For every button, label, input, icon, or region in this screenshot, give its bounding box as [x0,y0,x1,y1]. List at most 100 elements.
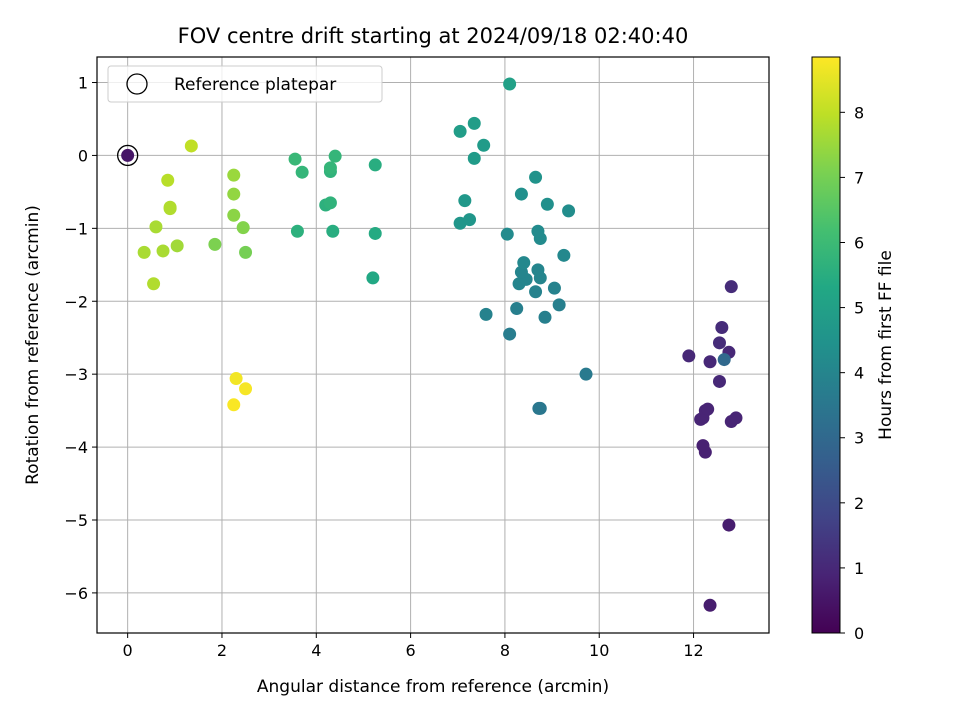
data-point [227,187,241,201]
y-axis-ticks: −6 −5 −4 −3 −2 −1 0 1 [64,74,97,603]
x-tick-label: 8 [500,641,510,660]
data-point [562,204,576,218]
data-point [696,439,710,453]
data-point [236,221,250,235]
colorbar-gradient [812,57,840,633]
data-point [323,196,337,210]
legend: Reference platepar [107,65,383,103]
data-point [121,148,135,162]
reference-platepar-marker [117,144,139,167]
data-point [227,398,241,412]
data-point [170,239,184,253]
data-point [366,271,380,285]
colorbar-tick-label: 1 [854,559,864,578]
legend-reference-marker-icon [126,73,148,95]
data-point [722,518,736,532]
y-tick-label: −5 [64,511,88,530]
data-point [156,244,170,258]
colorbar-tick-label: 6 [854,233,864,252]
data-point [547,281,561,295]
data-point [288,152,302,166]
data-point [579,367,593,381]
data-point [538,310,552,324]
data-point [290,224,304,238]
x-tick-label: 2 [217,641,227,660]
colorbar-ticks: 0 1 2 3 4 5 6 7 8 [840,103,864,643]
data-point [161,173,175,187]
y-tick-label: −1 [64,219,88,238]
data-point [703,598,717,612]
data-point [239,382,253,396]
data-point [540,197,554,211]
data-point [463,213,477,227]
data-point [479,307,493,321]
grid [97,57,769,633]
colorbar-tick-label: 0 [854,624,864,643]
data-point [712,336,726,350]
data-point [500,227,514,241]
data-point [229,372,243,386]
data-point [149,220,163,234]
data-point [552,298,566,312]
data-point [368,226,382,240]
data-point [529,170,543,184]
y-tick-label: −4 [64,438,88,457]
data-point [458,194,472,208]
data-point [227,208,241,222]
y-axis-label: Rotation from reference (arcmin) [23,205,43,485]
data-point [503,327,517,341]
x-tick-label: 12 [683,641,703,660]
data-point [227,168,241,182]
data-point [531,224,545,238]
data-point [729,411,743,425]
colorbar-tick-label: 7 [854,168,864,187]
data-point [208,237,222,251]
data-point [682,349,696,363]
data-point [703,355,717,369]
data-point [137,245,151,259]
x-tick-label: 4 [311,641,321,660]
x-axis-ticks: 0 2 4 6 8 10 12 [123,633,704,660]
data-points [121,77,743,612]
colorbar-label: Hours from first FF file [876,250,896,440]
data-point [184,139,198,153]
data-point [295,165,309,179]
data-point [517,256,531,270]
data-point [510,302,524,316]
data-point [557,248,571,262]
legend-box [107,65,383,103]
colorbar-tick-label: 2 [854,494,864,513]
data-point [467,151,481,165]
y-tick-label: 0 [78,146,88,165]
y-tick-label: −2 [64,292,88,311]
data-point [323,161,337,175]
data-point [715,321,729,335]
reference-marker-layer [117,144,139,167]
colorbar-tick-label: 5 [854,299,864,318]
data-point [724,280,738,294]
data-point [368,158,382,172]
data-point [712,374,726,388]
data-point [529,285,543,299]
y-tick-label: 1 [78,74,88,93]
data-point [532,401,546,415]
data-point [514,187,528,201]
data-point [503,77,517,91]
chart-title: FOV centre drift starting at 2024/09/18 … [178,24,689,48]
plot-frame [96,56,770,634]
data-point [467,116,481,130]
y-tick-label: −3 [64,365,88,384]
colorbar-tick-label: 3 [854,429,864,448]
colorbar-tick-label: 4 [854,364,864,383]
x-axis-label: Angular distance from reference (arcmin) [257,677,609,697]
x-tick-label: 0 [123,641,133,660]
data-point [328,149,342,163]
legend-entry-reference-platepar: Reference platepar [174,75,336,95]
data-point [163,200,177,214]
data-point [239,245,253,259]
data-point [531,263,545,277]
x-tick-label: 10 [589,641,609,660]
data-point [326,224,340,238]
data-point [453,124,467,138]
